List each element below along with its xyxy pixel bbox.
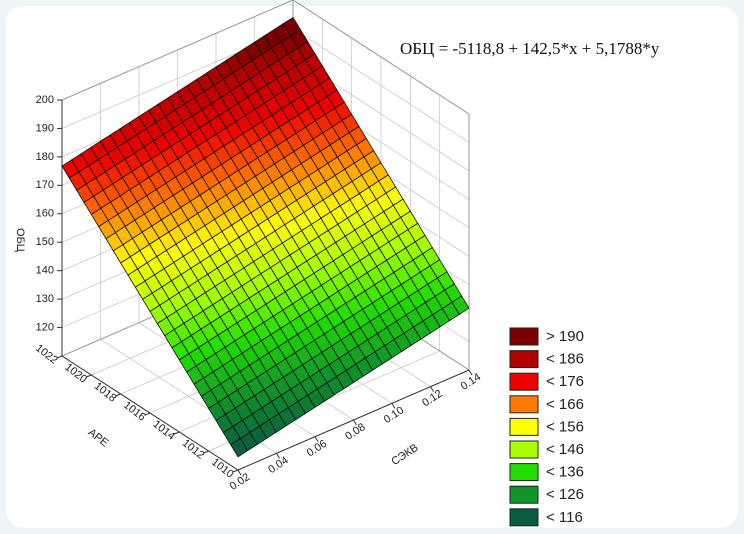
legend-swatch xyxy=(509,395,539,414)
z-tick-label: 170 xyxy=(36,179,54,191)
legend-label: < 136 xyxy=(546,464,584,481)
tick-mark xyxy=(391,403,396,409)
tick-mark xyxy=(203,450,209,454)
legend-label: < 156 xyxy=(546,418,584,435)
tick-mark xyxy=(237,469,242,476)
tick-mark xyxy=(115,393,121,397)
tick-mark xyxy=(353,419,357,426)
tick-mark xyxy=(430,386,434,392)
z-tick-label: 150 xyxy=(36,236,54,248)
tick-mark xyxy=(232,469,239,473)
z-tick-label: 120 xyxy=(36,321,54,333)
legend-swatch xyxy=(509,327,539,346)
legend-label: < 176 xyxy=(546,373,584,390)
z-tick-label: 200 xyxy=(36,94,54,106)
z-tick-label: 140 xyxy=(36,265,54,277)
tick-mark xyxy=(314,436,319,442)
legend-label: < 166 xyxy=(546,396,584,413)
z-axis-label: ОБЦ xyxy=(14,228,26,252)
z-tick-label: 130 xyxy=(36,293,54,305)
legend-label: > 190 xyxy=(546,328,584,345)
legend-label: < 186 xyxy=(546,351,584,368)
tick-mark xyxy=(86,374,92,378)
box-edge xyxy=(61,0,294,101)
tick-mark xyxy=(276,453,280,459)
tick-mark xyxy=(174,431,180,435)
box-edge xyxy=(292,0,470,115)
legend-swatch xyxy=(509,417,539,436)
legend-label: < 116 xyxy=(546,509,583,526)
z-tick-label: 180 xyxy=(36,151,54,163)
legend-label: < 146 xyxy=(546,441,584,458)
chart-title: ОБЦ = -5118,8 + 142,5*x + 5,1788*y xyxy=(400,39,660,58)
tick-mark xyxy=(56,355,63,359)
grid-line xyxy=(292,28,470,143)
surface-cell xyxy=(451,295,470,315)
legend-swatch xyxy=(509,350,539,369)
tick-mark xyxy=(468,369,473,376)
legend-label: < 126 xyxy=(546,486,584,503)
legend-swatch xyxy=(509,485,539,504)
z-tick-label: 160 xyxy=(36,208,54,220)
z-tick-label: 190 xyxy=(36,122,54,134)
legend-swatch xyxy=(509,440,539,459)
legend-swatch xyxy=(509,508,539,527)
legend-swatch xyxy=(509,372,539,391)
tick-mark xyxy=(144,412,151,416)
legend-swatch xyxy=(509,463,539,482)
